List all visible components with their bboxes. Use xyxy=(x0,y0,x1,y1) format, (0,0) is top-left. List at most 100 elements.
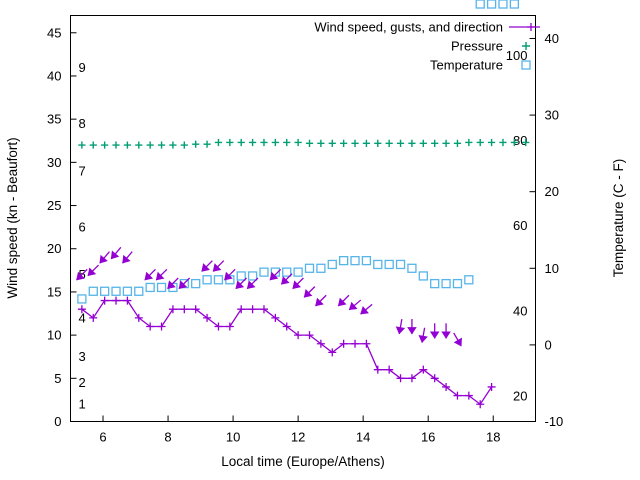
fahrenheit-label: 20 xyxy=(513,389,527,404)
arrow-head xyxy=(395,326,406,335)
wind-speed-point xyxy=(328,348,337,357)
pressure-point xyxy=(385,139,393,147)
legend-label-1: Pressure xyxy=(451,39,503,54)
legend-square xyxy=(521,60,531,70)
gust-direction-arrow xyxy=(144,268,156,281)
gust-direction-arrow xyxy=(303,286,316,298)
beaufort-label: 1 xyxy=(79,397,86,412)
temperature-point xyxy=(350,255,360,266)
gust-direction-arrow xyxy=(292,277,304,290)
temperature-point xyxy=(338,255,349,266)
temperature-point xyxy=(259,267,269,277)
temperature-point xyxy=(407,263,417,273)
wind-speed-point xyxy=(362,339,371,348)
pressure-point xyxy=(78,141,86,149)
wind-speed-point xyxy=(294,331,303,340)
pressure-point xyxy=(510,138,518,147)
temperature-point xyxy=(486,0,497,9)
pressure-point xyxy=(419,139,427,147)
y-tick-label: 30 xyxy=(47,155,61,170)
wind-speed-point xyxy=(100,296,109,305)
y-tick-label: 5 xyxy=(54,371,61,386)
pressure-point xyxy=(146,141,154,149)
gust-direction-arrow xyxy=(212,260,225,272)
beaufort-label: 3 xyxy=(79,349,86,364)
wind-speed-point xyxy=(339,339,348,348)
legend-plus xyxy=(527,23,535,31)
arrow-head xyxy=(281,276,290,285)
wind-speed-point xyxy=(157,322,166,331)
arrow-head xyxy=(348,301,358,311)
beaufort-label: 6 xyxy=(79,220,86,235)
wind-speed-point xyxy=(442,382,451,391)
y2-tick-label: -10 xyxy=(545,414,564,429)
y-tick-label: 15 xyxy=(47,284,61,299)
arrow-head xyxy=(418,334,428,344)
fahrenheit-label: 100 xyxy=(506,48,528,63)
y-tick-label: 0 xyxy=(54,414,61,429)
pressure-point xyxy=(214,138,223,147)
temperature-point xyxy=(191,278,201,289)
arrow-head xyxy=(167,280,176,289)
wind-speed-point xyxy=(453,391,462,400)
pressure-point xyxy=(135,141,143,149)
temperature-point xyxy=(304,263,315,273)
pressure-point xyxy=(203,140,211,148)
gust-direction-arrow xyxy=(441,323,451,339)
temperature-point xyxy=(247,271,258,281)
gust-direction-arrow xyxy=(429,323,440,339)
wind-speed-point xyxy=(316,339,325,348)
x-tick-label: 6 xyxy=(99,430,106,445)
y2-tick-label: 40 xyxy=(545,31,559,46)
temperature-point xyxy=(99,286,110,296)
y-tick-label: 10 xyxy=(47,328,61,343)
wind-speed-point xyxy=(476,400,485,409)
plot-frame xyxy=(70,15,536,422)
arrow-head xyxy=(429,331,440,339)
pressure-point xyxy=(283,138,291,147)
y-tick-label: 35 xyxy=(47,112,61,127)
temperature-point xyxy=(122,286,133,296)
temperature-point xyxy=(111,286,121,296)
arrow-head xyxy=(453,337,462,347)
beaufort-label: 4 xyxy=(79,310,86,325)
wind-speed-point xyxy=(248,305,257,314)
x-axis-title: Local time (Europe/Athens) xyxy=(221,454,385,469)
temperature-point xyxy=(282,267,292,277)
wind-speed-point xyxy=(180,305,189,314)
series-gust-direction-arrows xyxy=(76,246,462,347)
pressure-point xyxy=(442,139,450,147)
pressure-point xyxy=(112,141,120,149)
wind-speed-point xyxy=(191,305,200,314)
arrow-head xyxy=(303,289,313,298)
temperature-point xyxy=(475,0,485,9)
wind-speed-point xyxy=(373,365,382,374)
pressure-point xyxy=(89,141,97,149)
pressure-point xyxy=(248,138,257,147)
pressure-point xyxy=(192,140,200,148)
wind-speed-point xyxy=(134,313,143,322)
beaufort-label: 7 xyxy=(79,163,86,178)
y-tick-label: 25 xyxy=(47,198,61,213)
temperature-point xyxy=(441,278,451,289)
arrow-head xyxy=(292,280,301,289)
pressure-point xyxy=(180,141,188,149)
pressure-point xyxy=(488,138,496,147)
x-tick-label: 12 xyxy=(291,430,305,445)
pressure-point xyxy=(499,138,507,147)
gust-direction-arrow xyxy=(348,299,362,311)
pressure-point xyxy=(294,138,302,147)
gust-direction-arrow xyxy=(246,277,259,290)
temperature-point xyxy=(395,259,406,270)
pressure-point xyxy=(374,139,382,147)
gust-direction-arrow xyxy=(178,277,191,290)
temperature-point xyxy=(77,294,87,304)
wind-speed-point xyxy=(237,305,246,314)
pressure-point xyxy=(260,138,268,147)
x-tick-label: 18 xyxy=(486,430,500,445)
wind-speed-point xyxy=(487,382,496,391)
gust-direction-arrow xyxy=(87,264,100,277)
y2-tick-label: 10 xyxy=(545,261,559,276)
legend-label-2: Temperature xyxy=(430,58,503,73)
gust-direction-arrow xyxy=(224,268,236,281)
